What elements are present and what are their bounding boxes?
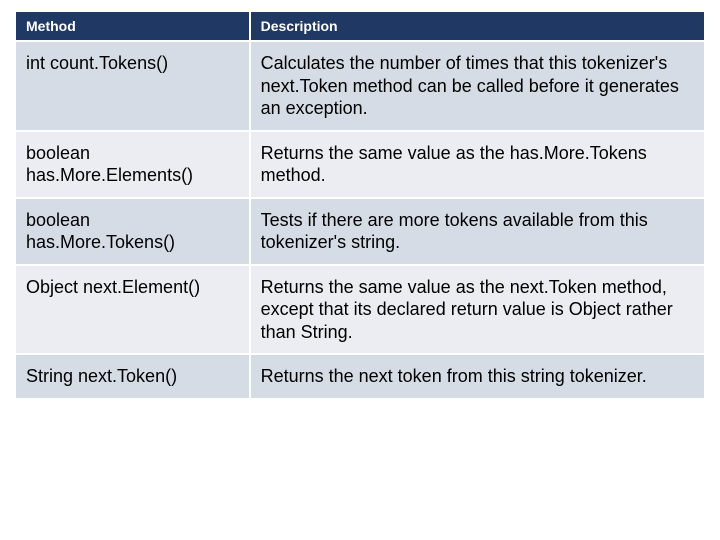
header-description: Description (250, 11, 705, 41)
cell-method: boolean has.More.Tokens() (15, 198, 250, 265)
cell-description: Returns the next token from this string … (250, 354, 705, 399)
cell-method: int count.Tokens() (15, 41, 250, 131)
table-row: Object next.Element() Returns the same v… (15, 265, 705, 355)
method-table: Method Description int count.Tokens() Ca… (14, 10, 706, 400)
cell-method: String next.Token() (15, 354, 250, 399)
cell-description: Returns the same value as the next.Token… (250, 265, 705, 355)
cell-method: boolean has.More.Elements() (15, 131, 250, 198)
cell-method: Object next.Element() (15, 265, 250, 355)
table-header-row: Method Description (15, 11, 705, 41)
cell-description: Calculates the number of times that this… (250, 41, 705, 131)
table-row: boolean has.More.Tokens() Tests if there… (15, 198, 705, 265)
table-row: int count.Tokens() Calculates the number… (15, 41, 705, 131)
table-row: String next.Token() Returns the next tok… (15, 354, 705, 399)
cell-description: Returns the same value as the has.More.T… (250, 131, 705, 198)
header-method: Method (15, 11, 250, 41)
cell-description: Tests if there are more tokens available… (250, 198, 705, 265)
table-row: boolean has.More.Elements() Returns the … (15, 131, 705, 198)
